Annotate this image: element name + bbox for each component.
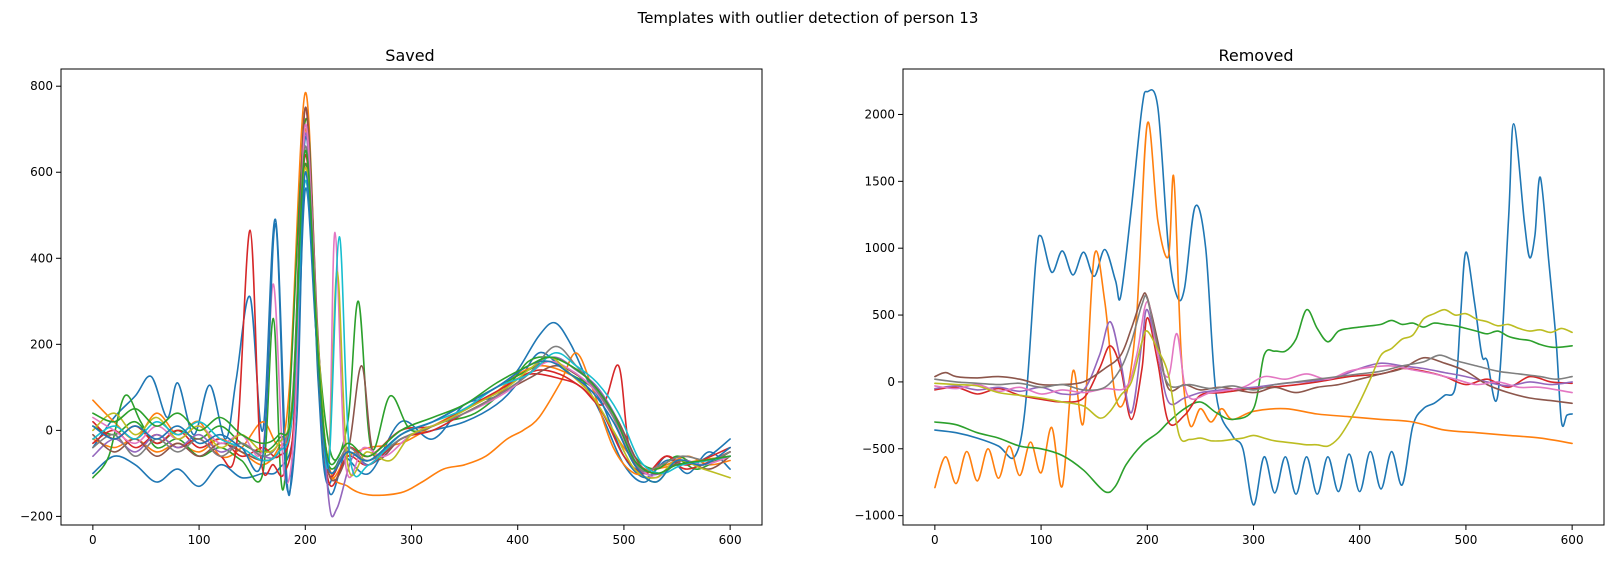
figure-suptitle: Templates with outlier detection of pers…	[637, 9, 979, 27]
x-tick-label: 100	[1030, 533, 1053, 547]
y-tick-label: 2000	[864, 107, 895, 121]
y-tick-label: 1000	[864, 241, 895, 255]
series-line-removed-4	[934, 316, 1573, 427]
y-tick-label: 0	[45, 423, 53, 437]
series-line-removed-3	[934, 308, 1573, 494]
axes-title-removed: Removed	[1218, 46, 1293, 65]
y-tick-label: 0	[887, 375, 895, 389]
series-line-saved-16	[92, 149, 731, 475]
x-ticks-saved: 0 100 200 300 400 500 600	[89, 525, 742, 547]
y-tick-label: 600	[30, 165, 53, 179]
y-tick-label: −200	[20, 509, 53, 523]
y-tick-label: 800	[30, 79, 53, 93]
x-tick-label: 500	[1454, 533, 1477, 547]
y-tick-label: 500	[872, 308, 895, 322]
x-tick-label: 400	[1348, 533, 1371, 547]
series-line-saved-4	[92, 128, 731, 480]
plot-area-removed	[934, 89, 1573, 506]
x-tick-label: 0	[931, 533, 939, 547]
series-line-removed-8	[934, 294, 1573, 392]
axes-frame-saved	[60, 68, 763, 526]
series-line-saved-14	[92, 179, 731, 478]
axes-saved: Saved 0 100 200 300 400 500 600 −200 0 200 400 600…	[20, 46, 763, 547]
x-tick-label: 600	[1561, 533, 1584, 547]
x-tick-label: 500	[612, 533, 635, 547]
series-line-removed-9	[934, 308, 1573, 448]
x-ticks-removed: 0 100 200 300 400 500 600	[931, 525, 1584, 547]
x-tick-label: 300	[400, 533, 423, 547]
x-tick-label: 200	[1136, 533, 1159, 547]
series-line-removed-5	[934, 308, 1573, 414]
y-tick-label: 200	[30, 337, 53, 351]
axes-title-saved: Saved	[385, 46, 434, 65]
axes-removed: Removed 0 100 200 300 400 500 600 −1000 −500 0 50…	[854, 46, 1605, 547]
x-tick-label: 600	[719, 533, 742, 547]
y-tick-label: −500	[862, 442, 895, 456]
x-tick-label: 200	[294, 533, 317, 547]
y-ticks-saved: −200 0 200 400 600 800	[20, 79, 61, 523]
y-tick-label: 1500	[864, 174, 895, 188]
x-tick-label: 0	[89, 533, 97, 547]
series-line-saved-11	[92, 123, 731, 485]
x-tick-label: 400	[506, 533, 529, 547]
series-line-removed-2	[934, 121, 1573, 489]
x-tick-label: 300	[1242, 533, 1265, 547]
x-tick-label: 100	[188, 533, 211, 547]
series-line-removed-1	[934, 89, 1573, 506]
series-line-removed-6	[934, 292, 1573, 405]
y-ticks-removed: −1000 −500 0 500 1000 1500 2000	[854, 107, 903, 523]
plot-area-saved	[92, 91, 731, 518]
series-line-removed-7	[934, 300, 1573, 401]
y-tick-label: −1000	[854, 509, 895, 523]
y-tick-label: 400	[30, 251, 53, 265]
series-line-saved-13	[92, 167, 731, 479]
